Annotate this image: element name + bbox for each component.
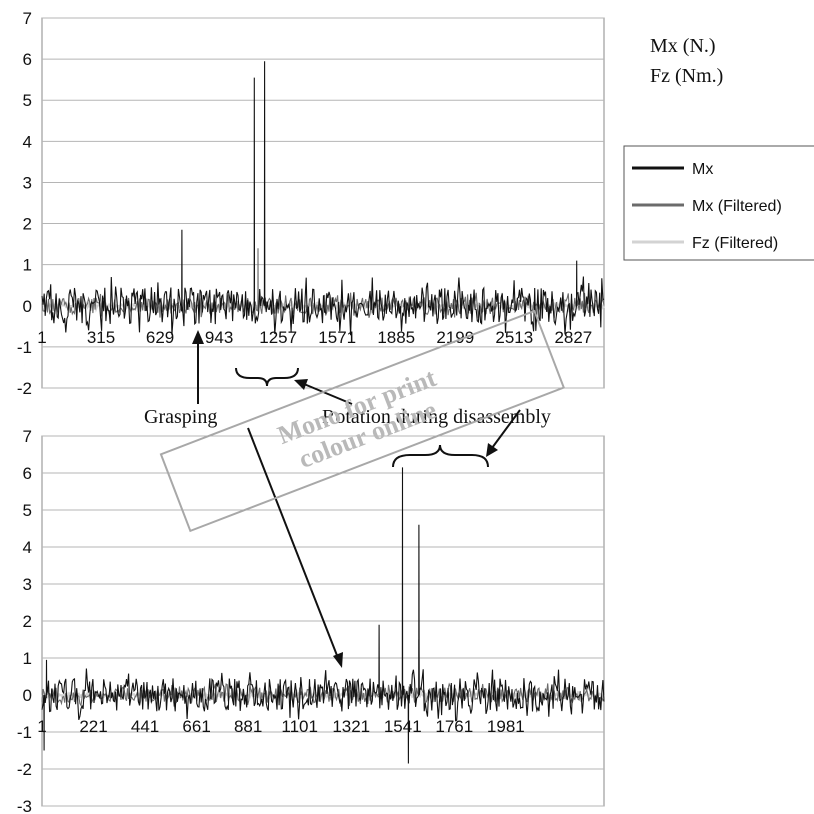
bottom-y-tick-label: 0	[23, 686, 32, 705]
top-y-tick-label: 3	[23, 173, 32, 192]
top-x-tick-label: 2827	[554, 328, 592, 347]
top-x-tick-label: 1571	[318, 328, 356, 347]
legend-label-fz-filtered: Fz (Filtered)	[692, 235, 778, 252]
rotation-label: Rotation during disassembly	[322, 406, 551, 428]
top-y-tick-label: 1	[23, 256, 32, 275]
bottom-y-tick-label: -1	[17, 723, 32, 742]
top-series-mx	[41, 61, 605, 336]
top-plot-area	[41, 17, 605, 389]
top-x-tick-label: 1257	[259, 328, 297, 347]
legend-label-mx-filtered: Mx (Filtered)	[692, 198, 782, 215]
bottom-x-tick-label: 1101	[281, 717, 318, 736]
top-x-tick-label: 2513	[495, 328, 533, 347]
bottom-x-tick-label: 1321	[332, 717, 370, 736]
bottom-series-mx	[41, 467, 605, 764]
legend-label-mx: Mx	[692, 161, 713, 178]
top-y-tick-label: -2	[17, 379, 32, 398]
rotation-top-arrow	[303, 383, 353, 405]
bottom-y-tick-label: 1	[23, 649, 32, 668]
grasping-arrowhead	[192, 330, 204, 344]
top-gridlines	[42, 17, 604, 389]
bottom-x-tick-label: 1	[37, 717, 46, 736]
watermark-box	[159, 309, 566, 533]
bottom-y-tick-label: 4	[23, 538, 32, 557]
bottom-y-tick-label: 6	[23, 464, 32, 483]
top-x-tick-label: 2199	[436, 328, 474, 347]
top-y-tick-label: 5	[23, 91, 32, 110]
top-x-tick-labels: 1 315 629 943 1257 1571 1885 2199 2513 2827	[37, 328, 592, 347]
bottom-rotation-brace	[392, 444, 489, 468]
bottom-x-tick-label: 221	[79, 717, 107, 736]
units-label-mx: Mx (N.)	[650, 35, 716, 57]
top-x-tick-label: 1	[37, 328, 46, 347]
top-x-tick-label: 943	[205, 328, 233, 347]
rotation-bottom-arrow	[491, 409, 521, 449]
grasping-bottom-arrowhead	[333, 652, 343, 668]
top-x-tick-label: 629	[146, 328, 174, 347]
units-label-fz: Fz (Nm.)	[650, 65, 723, 87]
legend: Mx Mx (Filtered) Fz (Filtered)	[623, 145, 814, 261]
bottom-y-tick-label: 2	[23, 612, 32, 631]
bottom-x-tick-label: 1761	[435, 717, 473, 736]
bottom-x-tick-label: 1981	[487, 717, 525, 736]
grasping-label: Grasping	[144, 406, 217, 428]
top-x-tick-label: 315	[87, 328, 115, 347]
top-y-tick-label: 4	[23, 132, 32, 151]
bottom-y-tick-label: 5	[23, 501, 32, 520]
top-y-tick-label: 2	[23, 215, 32, 234]
bottom-y-tick-label: -2	[17, 760, 32, 779]
grasping-bottom-arrow	[247, 427, 339, 659]
top-rotation-brace	[235, 367, 299, 387]
bottom-y-tick-label: 3	[23, 575, 32, 594]
top-y-tick-label: -1	[17, 338, 32, 357]
bottom-x-tick-label: 441	[131, 717, 159, 736]
top-series	[41, 61, 605, 336]
rotation-bottom-arrowhead	[486, 443, 498, 457]
bottom-y-tick-label: -3	[17, 797, 32, 814]
bottom-y-tick-labels: -3 -2 -1 0 1 2 3 4 5 6 7	[17, 427, 32, 814]
annotations: Grasping Rotation during disassembly	[144, 330, 551, 668]
bottom-series	[40, 467, 605, 764]
bottom-x-tick-labels: 1 221 441 661 881 1101 1321 1541 1761 1981	[37, 717, 524, 736]
bottom-x-tick-label: 881	[234, 717, 262, 736]
top-y-tick-label: 6	[23, 50, 32, 69]
bottom-x-tick-label: 661	[182, 717, 210, 736]
top-y-tick-label: 7	[23, 9, 32, 28]
top-y-tick-label: 0	[23, 297, 32, 316]
bottom-y-tick-label: 7	[23, 427, 32, 446]
bottom-x-tick-label: 1541	[384, 717, 422, 736]
top-y-tick-labels: -2 -1 0 1 2 3 4 5 6 7	[17, 9, 32, 398]
rotation-top-arrowhead	[294, 379, 308, 390]
top-x-tick-label: 1885	[377, 328, 415, 347]
